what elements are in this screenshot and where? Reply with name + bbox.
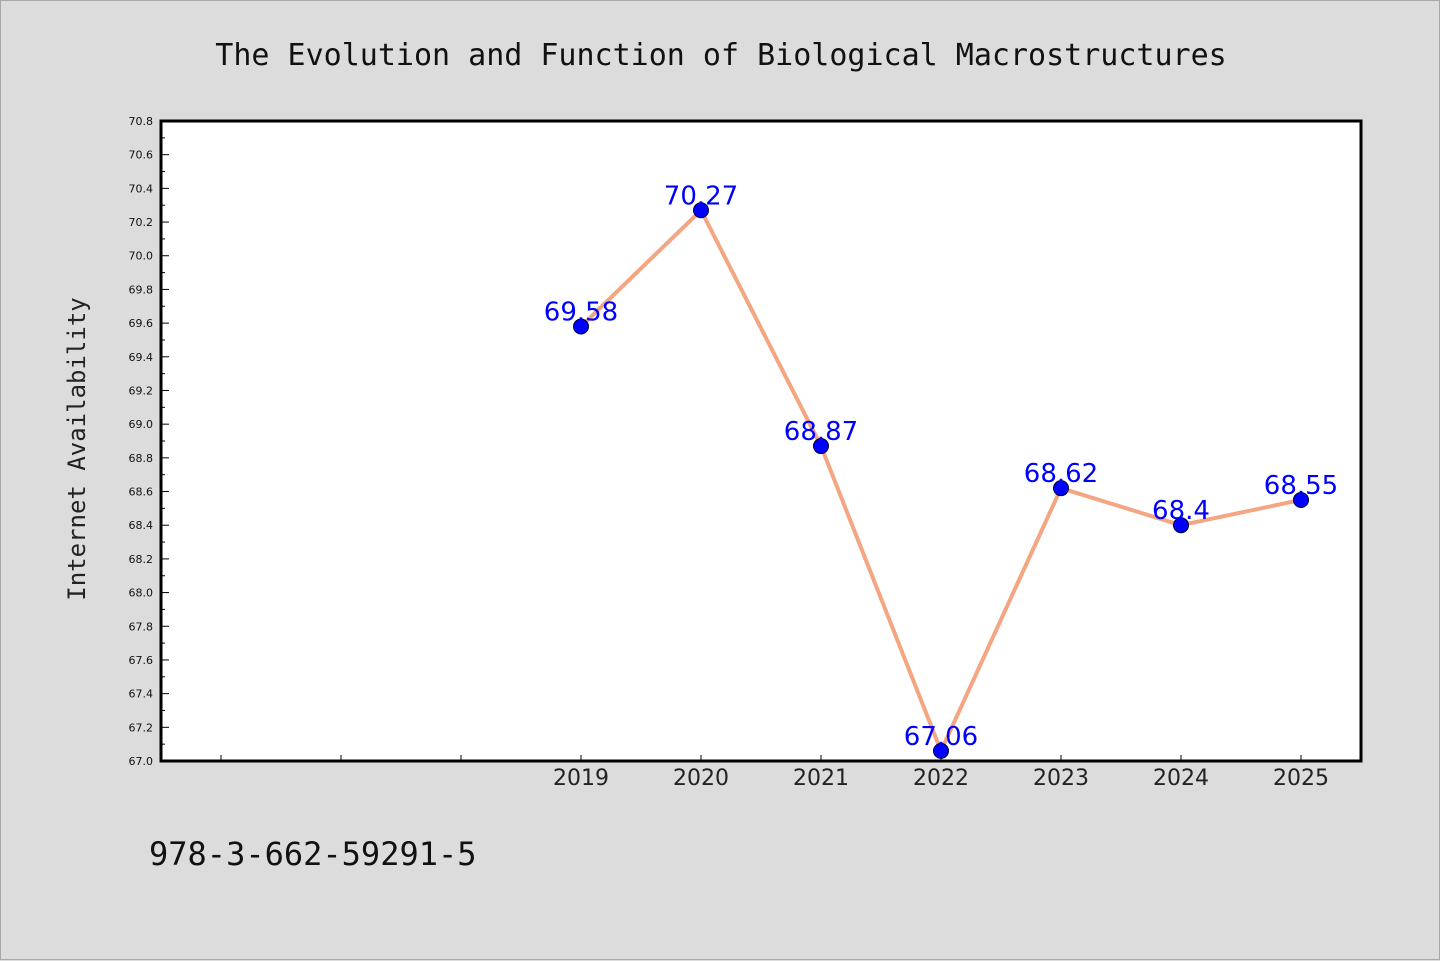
y-tick-label: 67.0: [129, 755, 154, 768]
footer-isbn: 978-3-662-59291-5: [149, 835, 477, 873]
y-tick-label: 68.2: [129, 553, 154, 566]
y-tick-label: 67.4: [129, 688, 154, 701]
chart-title: The Evolution and Function of Biological…: [215, 38, 1226, 73]
y-tick-label: 70.4: [129, 182, 154, 195]
y-tick-label: 70.2: [129, 216, 154, 229]
data-point: [1293, 491, 1309, 508]
y-tick-label: 68.6: [129, 486, 154, 499]
data-point: [1053, 480, 1069, 497]
x-tick-label: 2019: [553, 766, 609, 791]
data-point: [813, 438, 829, 455]
data-label: 70.27: [664, 181, 738, 211]
y-axis: 67.0 67.2 67.4 67.6 67.8 68.0 68.2 68.4 68.6 68.8…: [129, 115, 169, 768]
data-point: [573, 318, 589, 335]
x-tick-label: 2020: [673, 766, 729, 791]
x-tick-label: 2024: [1153, 766, 1209, 791]
y-tick-label: 70.0: [129, 250, 154, 263]
y-tick-label: 68.4: [129, 519, 154, 532]
y-tick-label: 68.8: [129, 452, 154, 465]
y-tick-label: 68.0: [129, 587, 154, 600]
x-tick-label: 2023: [1033, 766, 1089, 791]
data-label: 68.55: [1264, 471, 1338, 501]
data-label: 67.06: [904, 722, 978, 752]
x-tick-label: 2022: [913, 766, 969, 791]
plot-area: [159, 119, 1363, 763]
y-tick-label: 69.4: [129, 351, 154, 364]
y-tick-label: 69.2: [129, 384, 154, 397]
x-axis: 2019 2020 2021 2022 2023 2024 2025: [220, 755, 1329, 791]
y-axis-label: Internet Availability: [63, 297, 91, 600]
y-tick-label: 70.6: [129, 149, 154, 162]
y-tick-label: 69.8: [129, 283, 154, 296]
y-tick-label: 67.8: [129, 620, 154, 633]
y-tick-label: 67.6: [129, 654, 154, 667]
data-label: 68.4: [1152, 496, 1210, 526]
data-label: 68.87: [784, 417, 858, 447]
data-point: [693, 202, 709, 219]
y-tick-label: 67.2: [129, 721, 154, 734]
x-tick-label: 2025: [1273, 766, 1329, 791]
data-point: [1173, 517, 1189, 534]
y-tick-label: 69.6: [129, 317, 154, 330]
x-tick-label: 2021: [793, 766, 849, 791]
data-label: 68.62: [1024, 459, 1098, 489]
y-tick-label: 69.0: [129, 418, 154, 431]
y-tick-label: 70.8: [129, 115, 154, 128]
data-point: [933, 742, 949, 759]
data-label: 69.58: [544, 297, 618, 327]
series-layer: 69.58 70.27 68.87 67.06 68.62 68.4 68.55: [544, 181, 1338, 759]
